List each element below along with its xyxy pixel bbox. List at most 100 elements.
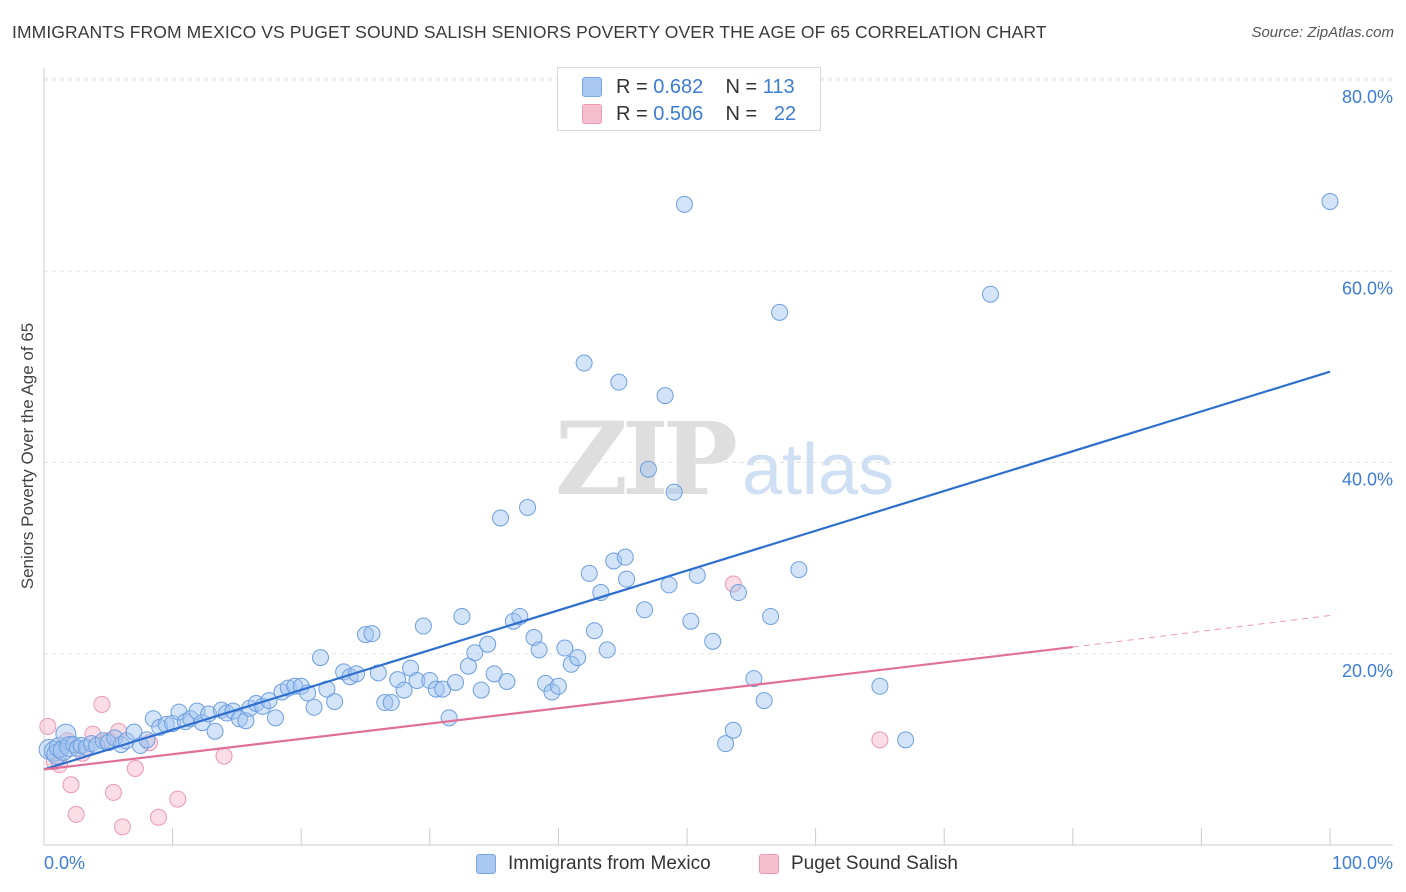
mexico-point bbox=[376, 694, 394, 712]
mexico-point bbox=[549, 677, 567, 695]
mexico-point bbox=[771, 303, 789, 321]
stats-legend: R = 0.682 N = 113 R = 0.506 N = 22 bbox=[557, 67, 821, 131]
mexico-point bbox=[440, 709, 458, 727]
y-tick-label-80: 80.0% bbox=[1342, 87, 1393, 107]
mexico-point bbox=[472, 681, 490, 699]
mexico-point bbox=[389, 671, 407, 689]
watermark-zip: ZIP bbox=[555, 400, 738, 518]
legend-r-label: R = bbox=[616, 102, 648, 125]
mexico-point bbox=[897, 731, 915, 749]
mexico-point bbox=[525, 628, 543, 646]
mexico-point bbox=[485, 665, 503, 683]
mexico-point bbox=[562, 655, 580, 673]
mexico-point bbox=[598, 641, 616, 659]
watermark-atlas: atlas bbox=[741, 430, 895, 510]
mexico-point bbox=[363, 625, 381, 643]
legend-row-salish: R = 0.506 N = 22 bbox=[582, 102, 796, 126]
y-tick-label-20: 20.0% bbox=[1342, 661, 1393, 681]
bottom-legend-mexico: Immigrants from Mexico bbox=[476, 851, 711, 877]
mexico-point bbox=[382, 694, 400, 712]
mexico-point bbox=[266, 709, 284, 727]
zipatlas-watermark: ZIP atlas bbox=[555, 400, 894, 518]
bottom-legend-label-salish: Puget Sound Salish bbox=[791, 853, 958, 874]
y-tick-label-40: 40.0% bbox=[1342, 470, 1393, 490]
mexico-point bbox=[519, 498, 537, 516]
bottom-legend-label-mexico: Immigrants from Mexico bbox=[508, 853, 711, 874]
x-tick-label-max: 100.0% bbox=[1332, 853, 1393, 873]
mexico-point bbox=[305, 698, 323, 716]
salish-trend-extension bbox=[1072, 615, 1331, 648]
legend-swatch-pink bbox=[582, 104, 602, 124]
salish-point bbox=[93, 695, 111, 713]
mexico-point bbox=[871, 677, 889, 695]
mexico-point bbox=[981, 285, 999, 303]
mexico-point bbox=[660, 576, 678, 594]
legend-r-label: R = bbox=[616, 75, 648, 98]
mexico-point bbox=[52, 739, 74, 761]
salish-point bbox=[215, 747, 233, 765]
mexico-point bbox=[580, 564, 598, 582]
salish-point bbox=[67, 805, 85, 823]
mexico-point bbox=[556, 639, 574, 657]
trend-lines bbox=[43, 370, 1331, 771]
mexico-point bbox=[790, 561, 808, 579]
y-tick-labels: 20.0% 40.0% 60.0% 80.0% bbox=[1342, 87, 1393, 681]
mexico-point bbox=[569, 649, 587, 667]
salish-point bbox=[724, 575, 742, 593]
bottom-legend-swatch-blue bbox=[476, 854, 496, 874]
salish-point bbox=[871, 731, 889, 749]
gridlines bbox=[44, 77, 1393, 655]
mexico-point bbox=[357, 626, 374, 644]
mexico-point bbox=[414, 617, 432, 635]
mexico-point bbox=[656, 387, 674, 405]
mexico-trend-line bbox=[43, 370, 1331, 771]
legend-swatch-blue bbox=[582, 77, 602, 97]
mexico-point bbox=[176, 713, 194, 731]
mexico-point bbox=[762, 607, 780, 625]
mexico-point bbox=[610, 373, 628, 391]
mexico-point bbox=[479, 635, 497, 653]
source-credit: Source: ZipAtlas.com bbox=[1251, 24, 1394, 41]
mexico-point bbox=[682, 612, 700, 630]
mexico-point bbox=[311, 649, 329, 667]
mexico-point bbox=[408, 672, 426, 690]
mexico-point bbox=[498, 672, 516, 690]
mexico-point bbox=[537, 674, 555, 692]
mexico-point bbox=[745, 670, 763, 688]
mexico-point bbox=[326, 693, 344, 711]
y-tick-label-60: 60.0% bbox=[1342, 278, 1393, 298]
salish-point bbox=[104, 783, 122, 801]
legend-row-mexico: R = 0.682 N = 113 bbox=[582, 75, 795, 99]
mexico-point bbox=[717, 735, 735, 753]
legend-n-label: N = bbox=[725, 102, 758, 125]
salish-point bbox=[62, 776, 80, 794]
legend-r-value: 0.506 bbox=[653, 102, 704, 125]
mexico-point bbox=[575, 354, 593, 372]
bottom-legend-salish: Puget Sound Salish bbox=[759, 851, 958, 877]
mexico-point bbox=[639, 460, 657, 478]
salish-point bbox=[126, 760, 144, 777]
mexico-point bbox=[618, 570, 636, 588]
mexico-point bbox=[585, 622, 603, 640]
mexico-point bbox=[636, 601, 654, 619]
legend-n-value: 22 bbox=[773, 102, 797, 125]
x-tick-label-min: 0.0% bbox=[44, 853, 85, 873]
mexico-point bbox=[230, 710, 248, 728]
mexico-point bbox=[1321, 192, 1339, 210]
mexico-point bbox=[492, 509, 510, 527]
legend-n-label: N = bbox=[725, 75, 758, 98]
mexico-point bbox=[447, 673, 465, 691]
legend-n-value: 113 bbox=[762, 75, 795, 98]
mexico-point bbox=[466, 644, 484, 662]
salish-point bbox=[39, 717, 57, 735]
mexico-point bbox=[616, 548, 634, 566]
salish-point bbox=[113, 818, 131, 836]
mexico-point bbox=[369, 664, 387, 682]
mexico-point bbox=[427, 680, 445, 698]
immigrants-from-mexico-points bbox=[38, 192, 1339, 765]
mexico-point bbox=[453, 607, 471, 625]
mexico-point bbox=[543, 683, 561, 701]
mexico-point bbox=[704, 632, 722, 650]
mexico-point bbox=[530, 641, 548, 659]
